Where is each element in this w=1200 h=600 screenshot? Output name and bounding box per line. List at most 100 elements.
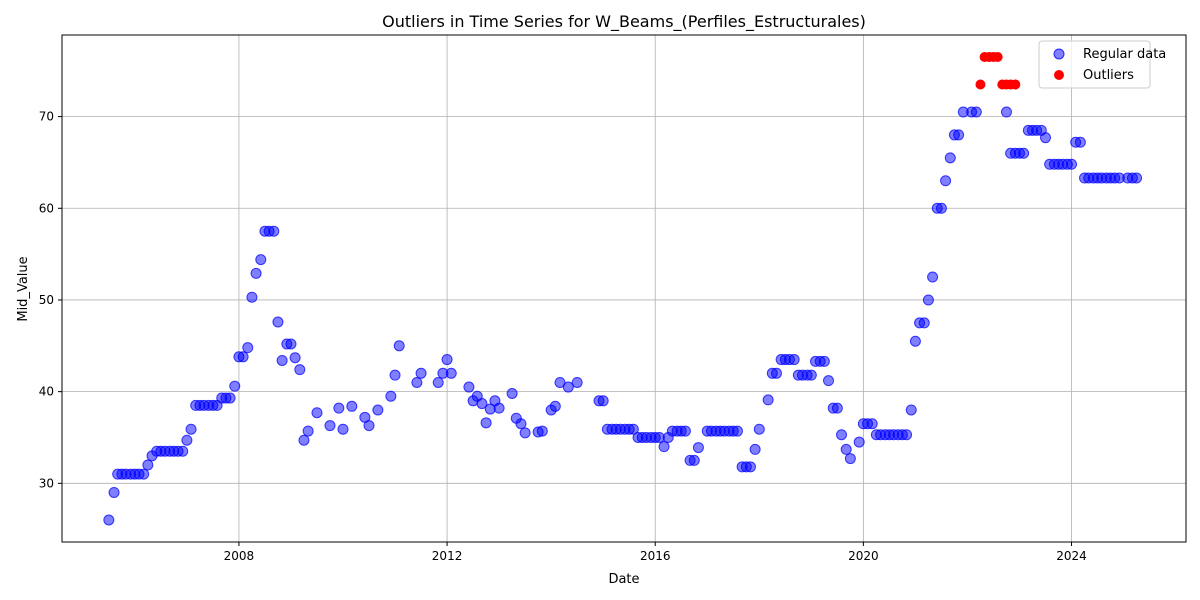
legend-label-regular: Regular data — [1083, 47, 1166, 62]
regular-data-point — [242, 342, 254, 354]
regular-data-point — [493, 402, 505, 414]
regular-data-point — [337, 423, 349, 435]
regular-data-point — [922, 294, 934, 306]
regular-data-point — [103, 514, 115, 526]
y-tick-label: 60 — [39, 201, 54, 215]
regular-data-point — [970, 106, 982, 118]
data-points — [103, 52, 1143, 526]
regular-data-point — [658, 441, 670, 453]
regular-data-point — [385, 390, 397, 402]
regular-data-point — [1066, 158, 1078, 170]
legend-box — [1038, 40, 1151, 89]
regular-data-point — [836, 429, 848, 441]
regular-data-point — [363, 420, 375, 432]
regular-data-point — [940, 175, 952, 187]
regular-data-point — [823, 375, 835, 387]
regular-data-point — [324, 420, 336, 432]
regular-data-point — [181, 434, 193, 446]
regular-data-point — [935, 202, 947, 214]
regular-data-point — [844, 453, 856, 465]
regular-data-point — [818, 355, 830, 367]
legend-label-outliers: Outliers — [1083, 68, 1134, 83]
regular-data-point — [463, 381, 475, 393]
regular-data-point — [289, 352, 301, 364]
regular-data-point — [346, 400, 358, 412]
regular-data-point — [749, 443, 761, 455]
regular-data-point — [1074, 136, 1086, 148]
regular-data-point — [108, 486, 120, 498]
chart-title: Outliers in Time Series for W_Beams_(Per… — [382, 12, 866, 32]
regular-data-point — [918, 317, 930, 329]
regular-data-point — [389, 369, 401, 381]
regular-data-point — [866, 418, 878, 430]
x-tick-label: 2024 — [1056, 549, 1087, 563]
regular-data-point — [536, 425, 548, 437]
legend-marker-regular — [1053, 48, 1065, 60]
regular-data-point — [953, 129, 965, 141]
regular-data-point — [224, 392, 236, 404]
regular-data-point — [138, 468, 150, 480]
regular-data-point — [627, 423, 639, 435]
regular-data-point — [762, 394, 774, 406]
regular-data-point — [840, 443, 852, 455]
x-tick-label: 2020 — [848, 549, 879, 563]
regular-data-point — [185, 423, 197, 435]
y-tick-label: 40 — [39, 385, 54, 399]
regular-data-point — [229, 380, 241, 392]
regular-data-point — [692, 442, 704, 454]
legend-marker-outliers — [1054, 70, 1064, 80]
regular-data-point — [1018, 147, 1030, 159]
x-tick-label: 2012 — [432, 549, 463, 563]
regular-data-point — [549, 400, 561, 412]
x-axis-label: Date — [608, 572, 639, 587]
regular-data-point — [246, 291, 258, 303]
regular-data-point — [753, 423, 765, 435]
regular-data-point — [944, 152, 956, 164]
regular-data-point — [393, 340, 405, 352]
regular-data-point — [597, 395, 609, 407]
regular-data-point — [1131, 172, 1143, 184]
outlier-point — [1010, 79, 1021, 90]
regular-data-point — [688, 454, 700, 466]
regular-data-point — [562, 381, 574, 393]
regular-data-point — [927, 271, 939, 283]
regular-data-point — [506, 387, 518, 399]
regular-data-point — [515, 418, 527, 430]
regular-data-point — [476, 398, 488, 410]
x-tick-label: 2008 — [224, 549, 255, 563]
regular-data-point — [432, 376, 444, 388]
grid-lines — [62, 35, 1186, 542]
regular-data-point — [276, 354, 288, 366]
y-tick-label: 50 — [39, 293, 54, 307]
axis-ticks: 2008 2012 2016 2020 2024 30 40 50 60 70 — [39, 110, 1087, 563]
x-tick-label: 2016 — [640, 549, 671, 563]
regular-data-point — [480, 417, 492, 429]
regular-data-point — [445, 367, 457, 379]
regular-data-point — [415, 367, 427, 379]
regular-data-point — [441, 354, 453, 366]
regular-data-point — [519, 427, 531, 439]
regular-data-point — [905, 404, 917, 416]
regular-data-point — [294, 364, 306, 376]
regular-data-point — [298, 434, 310, 446]
regular-data-point — [237, 351, 249, 363]
regular-data-point — [679, 425, 691, 437]
regular-data-point — [411, 376, 423, 388]
regular-data-point — [770, 367, 782, 379]
regular-data-point — [731, 425, 743, 437]
plot-frame — [61, 34, 1187, 543]
regular-data-point — [255, 254, 267, 266]
y-axis-label: Mid_Value — [16, 256, 31, 321]
regular-data-point — [311, 407, 323, 419]
regular-data-point — [1000, 106, 1012, 118]
regular-data-point — [805, 369, 817, 381]
regular-data-point — [302, 425, 314, 437]
regular-data-point — [554, 376, 566, 388]
outlier-point — [975, 79, 986, 90]
regular-data-point — [901, 429, 913, 441]
regular-data-point — [142, 459, 154, 471]
regular-data-point — [744, 461, 756, 473]
regular-data-point — [909, 335, 921, 347]
legend: Regular data Outliers — [1038, 40, 1166, 89]
y-tick-label: 30 — [39, 476, 54, 490]
